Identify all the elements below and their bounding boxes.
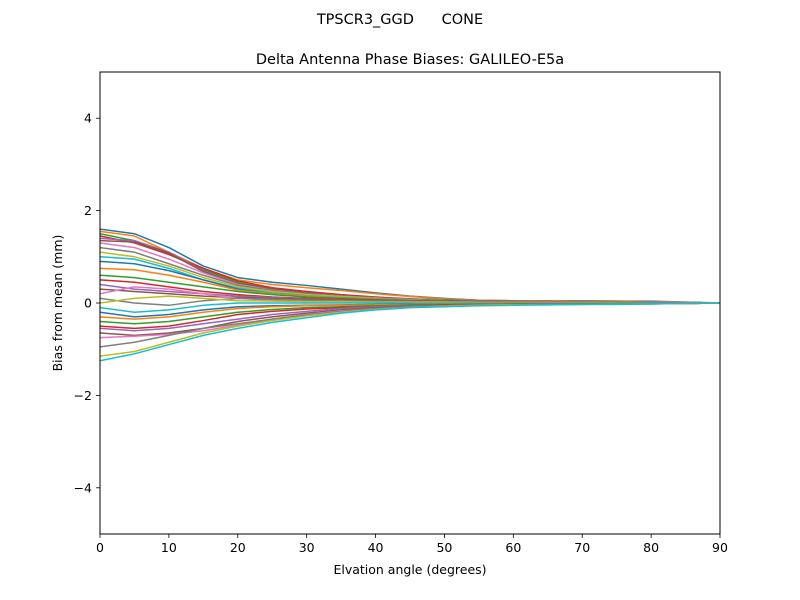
x-tick-label: 60 [505,540,521,555]
x-axis-label: Elvation angle (degrees) [333,562,486,577]
y-tick-label: 0 [84,296,92,311]
x-tick-label: 10 [161,540,177,555]
x-tick-label: 30 [299,540,315,555]
y-axis-label: Bias from mean (mm) [50,235,65,372]
x-tick-label: 40 [368,540,384,555]
x-tick-label: 80 [643,540,659,555]
x-tick-label: 20 [230,540,246,555]
y-tick-label: 4 [84,111,92,126]
y-tick-label: −4 [74,480,92,495]
y-axis: −4 −2 0 2 4 [74,111,100,495]
x-tick-label: 50 [436,540,452,555]
series-layer [100,228,720,362]
chart-title: Delta Antenna Phase Biases: GALILEO-E5a [256,52,564,68]
y-tick-label: 2 [84,203,92,218]
series-line-30 [100,302,720,362]
figure-suptitle: TPSCR3_GGD CONE [316,12,483,28]
y-tick-label: −2 [74,388,92,403]
x-tick-label: 0 [96,540,104,555]
x-tick-label: 70 [574,540,590,555]
x-tick-label: 90 [712,540,728,555]
x-axis: 0 10 20 30 40 50 60 70 80 90 [96,534,728,555]
